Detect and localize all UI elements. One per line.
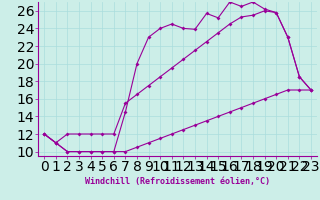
- X-axis label: Windchill (Refroidissement éolien,°C): Windchill (Refroidissement éolien,°C): [85, 177, 270, 186]
